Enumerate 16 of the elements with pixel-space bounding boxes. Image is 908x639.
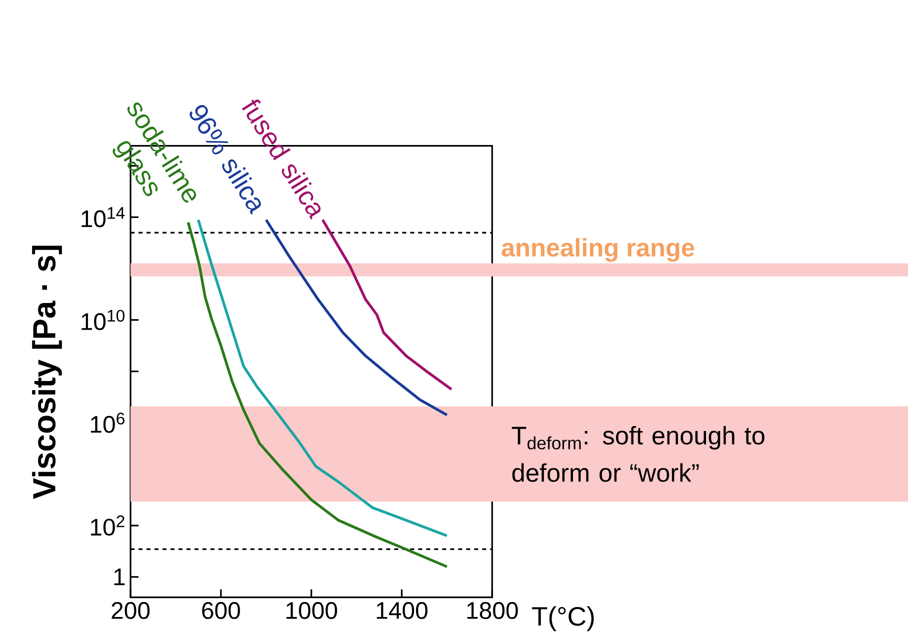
x-tick-label: 1000 bbox=[286, 602, 338, 619]
x-tick-label: 600 bbox=[202, 602, 240, 619]
x-tick-label: 1400 bbox=[376, 602, 428, 619]
line-series bbox=[321, 218, 453, 391]
x-tick-label: 200 bbox=[112, 602, 150, 619]
line-series bbox=[264, 218, 448, 416]
x-tick-label: 1800 bbox=[467, 602, 518, 619]
y-tick-label: 10$^{2}$ bbox=[90, 515, 124, 536]
x-axis-title: T(°C) bbox=[532, 606, 594, 631]
y-tick-label: 10$^{14}$ bbox=[82, 207, 125, 228]
y-tick-label: 1 bbox=[114, 568, 125, 585]
band-label: T$_{deform}$: soft enough to deform or “work” bbox=[512, 426, 764, 482]
y-tick-label: 10$^{10}$ bbox=[82, 310, 124, 330]
y-tick-label: 10$^{6}$ bbox=[90, 412, 124, 433]
band-label: annealing range bbox=[502, 238, 694, 262]
y-axis-title: Viscosity [Pa · s] bbox=[32, 246, 62, 499]
